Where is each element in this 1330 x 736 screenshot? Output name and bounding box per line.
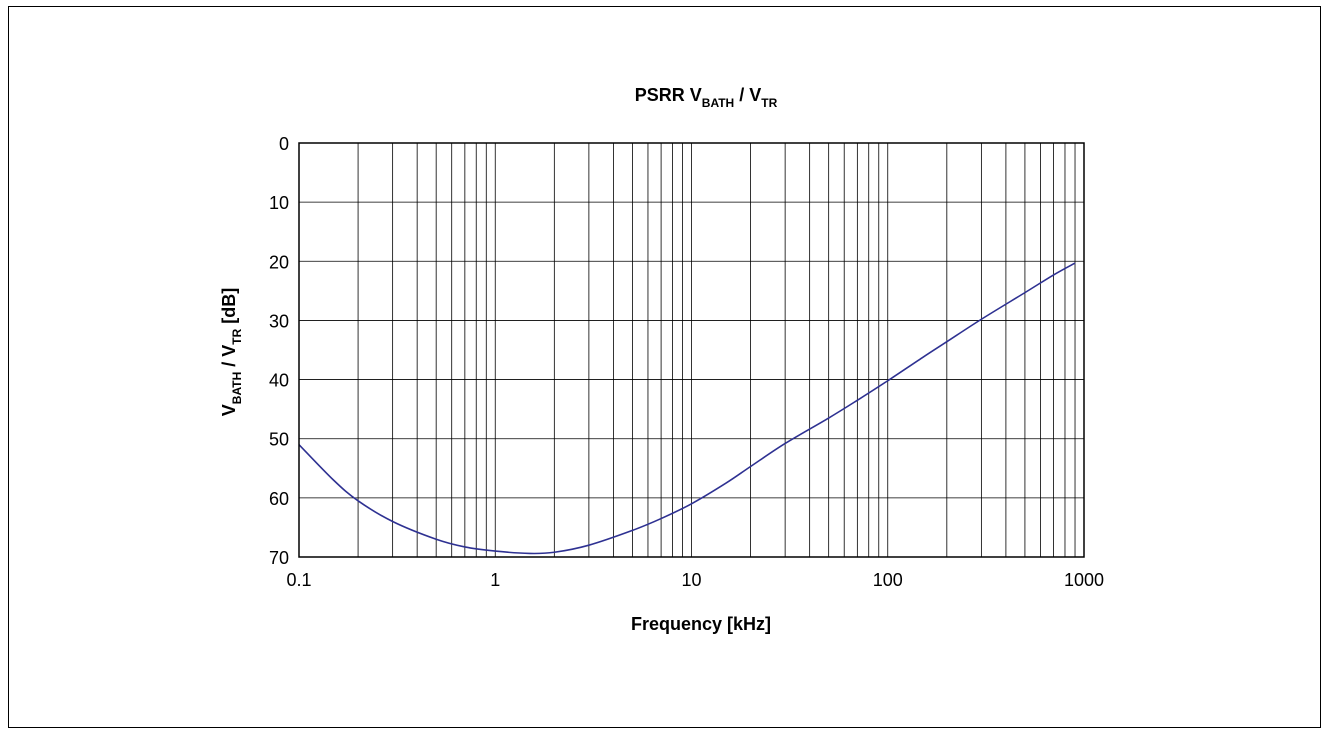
x-tick-label-4: 1000 bbox=[1064, 570, 1104, 590]
y-tick-label-0: 0 bbox=[279, 134, 289, 154]
y-tick-label-3: 30 bbox=[269, 311, 289, 331]
y-axis-label-suffix: [dB] bbox=[219, 288, 239, 329]
x-tick-label-2: 10 bbox=[681, 570, 701, 590]
grid-group bbox=[299, 143, 1084, 557]
x-tick-labels: 0.1 1 10 100 1000 bbox=[286, 570, 1104, 590]
series-group bbox=[298, 262, 1076, 555]
y-axis-label-sub2: TR bbox=[230, 328, 244, 344]
x-tick-label-0: 0.1 bbox=[286, 570, 311, 590]
y-tick-label-4: 40 bbox=[269, 371, 289, 391]
chart-frame: PSRR VBATH / VTR 0 10 20 30 40 50 60 70 0.1 1 10 1… bbox=[8, 6, 1321, 728]
x-tick-label-3: 100 bbox=[873, 570, 903, 590]
y-tick-label-7: 70 bbox=[269, 548, 289, 568]
y-axis-label: VBATH / VTR [dB] bbox=[219, 288, 244, 416]
chart-title-mid: / V bbox=[734, 85, 761, 105]
y-tick-label-2: 20 bbox=[269, 252, 289, 272]
chart-title: PSRR VBATH / VTR bbox=[635, 85, 778, 110]
x-tick-label-1: 1 bbox=[490, 570, 500, 590]
chart-title-sub1: BATH bbox=[702, 96, 734, 110]
y-axis-label-sub1: BATH bbox=[230, 372, 244, 404]
y-tick-labels: 0 10 20 30 40 50 60 70 bbox=[269, 134, 289, 568]
y-tick-label-6: 60 bbox=[269, 489, 289, 509]
y-axis-label-mid: / V bbox=[219, 345, 239, 372]
series-line-0 bbox=[298, 262, 1076, 555]
psrr-chart: PSRR VBATH / VTR 0 10 20 30 40 50 60 70 0.1 1 10 1… bbox=[219, 85, 1104, 634]
y-tick-label-1: 10 bbox=[269, 193, 289, 213]
x-axis-label: Frequency [kHz] bbox=[631, 614, 771, 634]
y-tick-label-5: 50 bbox=[269, 430, 289, 450]
chart-title-sub2: TR bbox=[761, 96, 777, 110]
plot-border bbox=[298, 142, 1085, 558]
